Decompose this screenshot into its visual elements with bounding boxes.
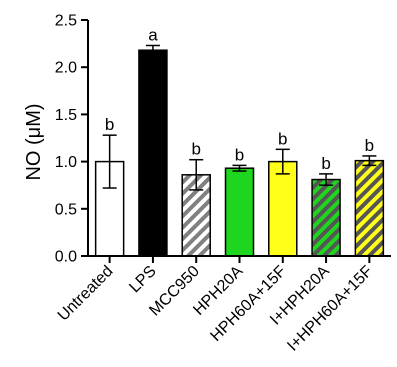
significance-letter: a xyxy=(148,25,158,44)
y-tick-label: 2.5 xyxy=(55,13,77,30)
significance-letter: b xyxy=(278,129,287,148)
y-tick-label: 1.5 xyxy=(55,107,77,124)
significance-letter: b xyxy=(235,145,244,164)
bar-i-hph20a xyxy=(311,178,341,257)
significance-letter: b xyxy=(365,136,374,155)
x-axis: Untreated LPSMCC950HPH20AHPH60A+15FI+HPH2… xyxy=(55,256,376,355)
category-label: LPS xyxy=(126,263,159,296)
bar-hph60a-15f xyxy=(268,160,298,257)
y-tick-label: 0.5 xyxy=(55,201,77,218)
y-tick-label: 1.0 xyxy=(55,154,77,171)
category-label: HPH60A+15F xyxy=(207,263,289,345)
y-tick-label: 2.0 xyxy=(55,60,77,77)
significance-letter: b xyxy=(191,140,200,159)
bar-lps xyxy=(138,49,168,257)
significance-letter: b xyxy=(105,115,114,134)
significance-letter: b xyxy=(321,154,330,173)
bar-i-hph60a-15f xyxy=(354,159,385,257)
bars: b a b b b b b xyxy=(94,25,385,257)
y-tick-label: 0.0 xyxy=(55,249,77,266)
bar-hph20a xyxy=(224,167,255,257)
category-label: Untreated xyxy=(55,263,117,325)
y-axis-label: NO (μM) xyxy=(23,103,45,180)
y-axis: 0.0 0.5 1.0 1.5 2.0 2.5 xyxy=(55,13,88,266)
